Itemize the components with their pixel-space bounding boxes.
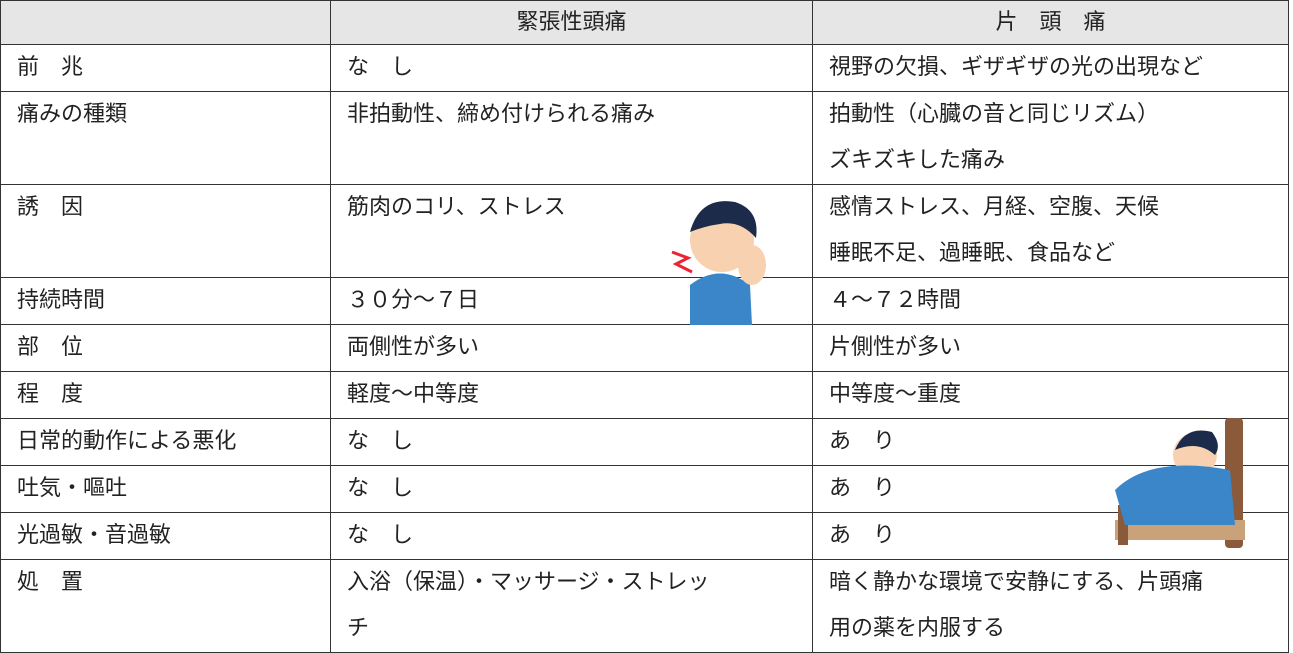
table-cell: 日常的動作による悪化 (0, 418, 331, 466)
table-cell: 拍動性（心臓の音と同じリズム） ズキズキした痛み (812, 91, 1289, 185)
cell-text: な し (347, 55, 414, 80)
table-cell: 非拍動性、締め付けられる痛み (330, 91, 813, 185)
cell-text: ズキズキした痛み (829, 148, 1006, 173)
table-cell: 吐気・嘔吐 (0, 465, 331, 513)
table-cell: 前 兆 (0, 44, 331, 92)
cell-text: 誘 因 (17, 195, 84, 220)
table-cell: 中等度～重度 (812, 371, 1289, 419)
table-cell: な し (330, 465, 813, 513)
table-cell: 感情ストレス、月経、空腹、天候 睡眠不足、過睡眠、食品など (812, 184, 1289, 278)
cell-text: 緊張性頭痛 (516, 10, 627, 35)
cell-text: 筋肉のコリ、ストレス (347, 195, 566, 220)
cell-text: 拍動性（心臓の音と同じリズム） (829, 102, 1160, 127)
cell-text: 光過敏・音過敏 (17, 523, 172, 548)
header-cell: 片 頭 痛 (812, 0, 1289, 45)
cell-text: 程 度 (17, 382, 84, 407)
cell-text: な し (347, 476, 414, 501)
table-cell: 処 置 (0, 559, 331, 653)
cell-text: な し (347, 429, 414, 454)
cell-text: 吐気・嘔吐 (17, 476, 128, 501)
table-cell: 持続時間 (0, 277, 331, 325)
cell-text: ３０分～７日 (347, 288, 480, 313)
cell-text: あ り (829, 523, 896, 548)
cell-text: な し (347, 523, 414, 548)
table-cell: 誘 因 (0, 184, 331, 278)
cell-text: 感情ストレス、月経、空腹、天候 (829, 195, 1160, 220)
table-cell: ４～７２時間 (812, 277, 1289, 325)
table-cell: ３０分～７日 (330, 277, 813, 325)
cell-text: 片側性が多い (829, 335, 962, 360)
table-cell: 暗く静かな環境で安静にする、片頭痛 用の薬を内服する (812, 559, 1289, 653)
table-cell: 片側性が多い (812, 324, 1289, 372)
cell-text: 持続時間 (17, 288, 106, 313)
table-cell: 入浴（保温）・マッサージ・ストレッチ (330, 559, 813, 653)
table-cell: 視野の欠損、ギザギザの光の出現など (812, 44, 1289, 92)
cell-text: チ (347, 616, 370, 641)
cell-text: 片 頭 痛 (995, 10, 1106, 35)
table-cell: 軽度～中等度 (330, 371, 813, 419)
cell-text: 非拍動性、締め付けられる痛み (347, 102, 656, 127)
table-cell: 筋肉のコリ、ストレス (330, 184, 813, 278)
cell-text: 用の薬を内服する (829, 616, 1006, 641)
header-cell (0, 0, 331, 45)
cell-text: 痛みの種類 (17, 102, 128, 127)
table-cell: 部 位 (0, 324, 331, 372)
table-cell: 両側性が多い (330, 324, 813, 372)
header-cell: 緊張性頭痛 (330, 0, 813, 45)
table-cell: あ り (812, 465, 1289, 513)
table-cell: あ り (812, 512, 1289, 560)
cell-text: 中等度～重度 (829, 382, 962, 407)
table-cell: 光過敏・音過敏 (0, 512, 331, 560)
cell-text: あ り (829, 476, 896, 501)
cell-text: 暗く静かな環境で安静にする、片頭痛 (829, 570, 1204, 595)
table-cell: な し (330, 418, 813, 466)
cell-text: 前 兆 (17, 55, 84, 80)
table-cell: 程 度 (0, 371, 331, 419)
cell-text: 視野の欠損、ギザギザの光の出現など (829, 55, 1204, 80)
table-cell: 痛みの種類 (0, 91, 331, 185)
cell-text: あ り (829, 429, 896, 454)
cell-text: 両側性が多い (347, 335, 480, 360)
cell-text: 処 置 (17, 570, 84, 595)
cell-text: 日常的動作による悪化 (17, 429, 237, 454)
cell-text: ４～７２時間 (829, 288, 962, 313)
table-cell: な し (330, 512, 813, 560)
cell-text: 入浴（保温）・マッサージ・ストレッ (347, 570, 710, 595)
cell-text: 部 位 (17, 335, 84, 360)
table-cell: な し (330, 44, 813, 92)
table-cell: あ り (812, 418, 1289, 466)
cell-text: 軽度～中等度 (347, 382, 480, 407)
cell-text: 睡眠不足、過睡眠、食品など (829, 241, 1116, 266)
